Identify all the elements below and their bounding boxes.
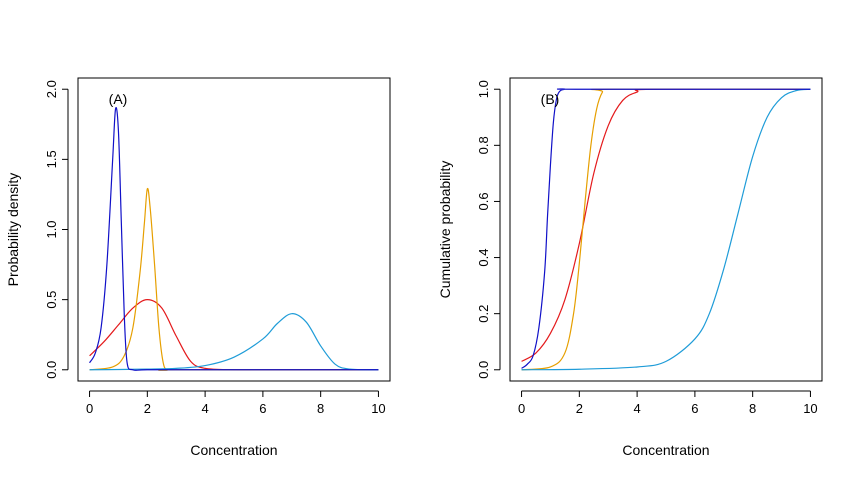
x-tick-label: 0 [86, 401, 93, 416]
y-tick-label: 0.6 [476, 192, 491, 210]
x-tick-label: 0 [518, 401, 525, 416]
plot-frame [77, 77, 391, 382]
x-tick-label: 8 [317, 401, 324, 416]
x-tick-label: 10 [803, 401, 817, 416]
x-tick-label: 2 [576, 401, 583, 416]
y-tick-label: 1.0 [44, 220, 59, 238]
y-tick-label: 1.0 [476, 80, 491, 98]
x-tick-label: 6 [259, 401, 266, 416]
panel-label: (B) [541, 91, 560, 107]
y-tick-label: 0.4 [476, 249, 491, 267]
series-line-3 [521, 88, 811, 369]
plot-frame [509, 77, 823, 382]
panel-a: 0 2 4 6 8 10 0.0 0.5 1.0 1.5 2.0 Concentration Proba… [5, 77, 391, 458]
y-axis-label: Probability density [5, 173, 21, 287]
series-line-3 [89, 107, 379, 371]
y-tick-label: 1.5 [44, 150, 59, 168]
x-axis-label: Concentration [190, 442, 277, 458]
y-tick-label: 0.5 [44, 291, 59, 309]
x-tick-label: 6 [691, 401, 698, 416]
panel-label: (A) [109, 91, 128, 107]
y-tick-label: 0.0 [44, 361, 59, 379]
panel-b: 0 2 4 6 8 10 0.0 0.2 0.4 0.6 0.8 1.0 Concentration Cu… [437, 77, 823, 458]
x-tick-label: 4 [633, 401, 640, 416]
y-tick-label: 2.0 [44, 80, 59, 98]
y-axis-label: Cumulative probability [437, 161, 453, 299]
y-tick-label: 0.8 [476, 136, 491, 154]
x-tick-label: 4 [201, 401, 208, 416]
y-tick-label: 0.0 [476, 361, 491, 379]
series-line-2 [521, 88, 811, 371]
x-axis-label: Concentration [622, 442, 709, 458]
x-tick-label: 8 [749, 401, 756, 416]
series-line-2 [89, 313, 379, 371]
x-tick-label: 2 [144, 401, 151, 416]
y-tick-label: 0.2 [476, 305, 491, 323]
x-tick-label: 10 [371, 401, 385, 416]
